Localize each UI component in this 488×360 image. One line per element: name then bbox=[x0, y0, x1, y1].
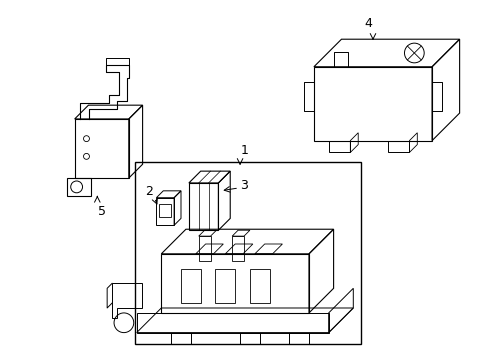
Text: 1: 1 bbox=[241, 144, 248, 157]
Bar bbox=[67, 178, 91, 196]
Bar bbox=[135, 162, 361, 345]
Text: 5: 5 bbox=[98, 204, 106, 217]
Bar bbox=[232, 236, 244, 261]
Bar bbox=[159, 204, 171, 217]
Text: 4: 4 bbox=[364, 17, 371, 30]
Bar bbox=[181, 269, 200, 303]
Bar bbox=[387, 141, 408, 152]
Bar bbox=[240, 333, 259, 345]
Bar bbox=[171, 333, 190, 345]
Bar bbox=[249, 269, 269, 303]
Text: 2: 2 bbox=[145, 185, 153, 198]
Bar bbox=[289, 333, 308, 345]
Bar bbox=[215, 269, 235, 303]
Bar bbox=[198, 236, 210, 261]
Bar bbox=[328, 141, 349, 152]
Text: 3: 3 bbox=[240, 179, 247, 192]
